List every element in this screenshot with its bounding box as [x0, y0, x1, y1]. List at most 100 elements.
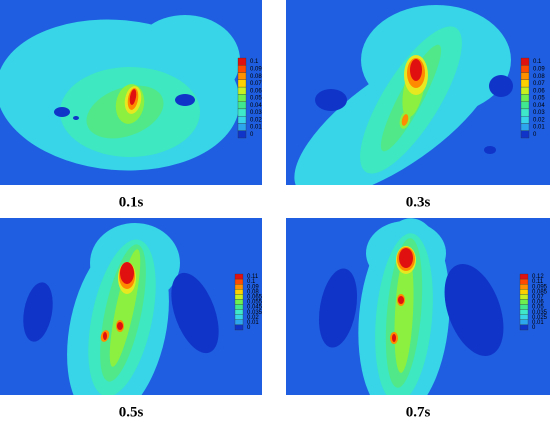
contour-region	[401, 114, 409, 126]
contour-region	[489, 75, 513, 97]
colorbar-swatch	[234, 278, 244, 285]
colorbar-label: 0.06	[532, 300, 544, 306]
colorbar-swatch	[519, 278, 529, 285]
colorbar-label: 0.11	[247, 274, 259, 280]
contour-region	[399, 248, 413, 268]
colorbar-label: 0.1	[247, 279, 256, 285]
colorbar-swatch	[237, 101, 247, 110]
colorbar-label: 0.05	[532, 305, 544, 311]
colorbar-swatch	[519, 324, 529, 331]
contour-region	[484, 146, 496, 154]
colorbar-swatch	[234, 319, 244, 326]
colorbar-label: 0.04	[250, 103, 262, 109]
colorbar-label: 0.07	[532, 294, 544, 300]
contour-panel	[0, 0, 262, 185]
colorbar-label: 0.065	[247, 294, 263, 300]
contour-region	[171, 272, 219, 354]
contour-region	[103, 332, 107, 340]
contour-region	[23, 282, 53, 342]
colorbar-label: 0.02	[250, 117, 262, 123]
colorbar-label: 0.1	[250, 59, 259, 65]
colorbar-swatch	[520, 72, 530, 80]
colorbar-label: 0.085	[532, 289, 548, 295]
contour-region	[120, 262, 134, 284]
panel-label: 0.7s	[406, 404, 431, 420]
colorbar-label: 0.03	[533, 110, 545, 116]
colorbar-label: 0.02	[247, 315, 259, 321]
contour-region	[73, 116, 79, 120]
colorbar-label: 0.09	[533, 66, 545, 72]
colorbar-swatch	[237, 130, 247, 139]
colorbar-label: 0	[250, 132, 254, 138]
contour-region	[394, 253, 414, 373]
colorbar-swatch	[519, 309, 529, 315]
panel-label: 0.1s	[119, 194, 144, 210]
colorbar-swatch	[519, 273, 529, 280]
contour-region	[129, 89, 137, 105]
colorbar-label: 0.08	[533, 74, 545, 80]
colorbar-label: 0.035	[247, 310, 263, 316]
colorbar-swatch	[234, 304, 244, 310]
colorbar-label: 0.08	[247, 289, 259, 295]
colorbar-swatch	[520, 130, 530, 139]
colorbar-label: 0.09	[247, 284, 259, 290]
colorbar-swatch	[520, 108, 530, 117]
contour-region	[54, 107, 70, 117]
colorbar-label: 0.01	[250, 125, 262, 131]
colorbar-swatch	[520, 116, 530, 124]
colorbar-swatch	[234, 289, 244, 295]
colorbar-swatch	[234, 314, 244, 320]
colorbar-label: 0	[247, 325, 251, 331]
colorbar-swatch	[234, 309, 244, 315]
colorbar-swatch	[237, 123, 247, 131]
colorbar-swatch	[234, 284, 244, 290]
colorbar-swatch	[237, 116, 247, 124]
colorbar-swatch	[519, 304, 529, 310]
colorbar-label: 0.025	[532, 315, 548, 321]
colorbar-label: 0.05	[250, 96, 262, 102]
colorbar-label: 0.1	[533, 59, 542, 65]
contour-panel	[286, 218, 550, 395]
contour-region	[315, 89, 347, 111]
colorbar-swatch	[237, 108, 247, 117]
colorbar-label: 0.055	[247, 300, 263, 306]
colorbar-swatch	[237, 86, 247, 95]
colorbar-label: 0.04	[533, 103, 545, 109]
panel-label: 0.3s	[406, 194, 431, 210]
colorbar-label: 0	[532, 325, 536, 331]
colorbar-swatch	[519, 319, 529, 326]
colorbar-label: 0.07	[533, 81, 545, 87]
contour-region	[318, 268, 358, 348]
contour-region	[175, 94, 195, 106]
colorbar-swatch	[234, 324, 244, 331]
colorbar-swatch	[237, 79, 247, 88]
colorbar-label: 0.03	[250, 110, 262, 116]
colorbar-label: 0	[533, 132, 537, 138]
colorbar-swatch	[520, 57, 530, 66]
contour-region	[398, 296, 404, 304]
colorbar-swatch	[237, 94, 247, 102]
colorbar-label: 0.01	[532, 320, 544, 326]
colorbar-swatch	[520, 94, 530, 102]
contour-panel	[0, 218, 262, 395]
colorbar-swatch	[520, 65, 530, 73]
colorbar-label: 0.06	[533, 88, 545, 94]
colorbar-label: 0.01	[533, 125, 545, 131]
colorbar-swatch	[237, 65, 247, 73]
colorbar-label: 0.045	[247, 305, 263, 311]
colorbar-swatch	[520, 101, 530, 110]
colorbar-swatch	[519, 284, 529, 290]
colorbar-swatch	[519, 299, 529, 305]
colorbar-swatch	[234, 294, 244, 300]
colorbar-swatch	[519, 294, 529, 300]
colorbar-swatch	[520, 86, 530, 95]
colorbar-swatch	[234, 299, 244, 305]
panel-label: 0.5s	[119, 404, 144, 420]
colorbar-swatch	[237, 57, 247, 66]
colorbar-label: 0.11	[532, 279, 544, 285]
contour-region	[444, 264, 504, 356]
colorbar-swatch	[520, 123, 530, 131]
colorbar-label: 0.09	[250, 66, 262, 72]
colorbar-swatch	[237, 72, 247, 80]
